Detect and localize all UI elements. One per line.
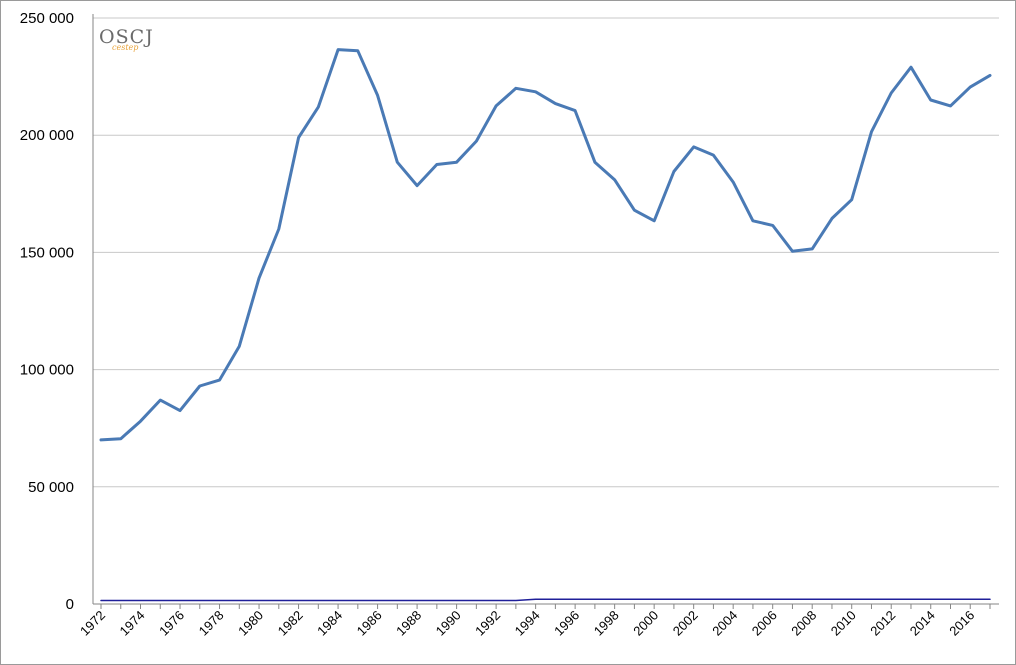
series-line-baseline (100, 598, 991, 602)
x-tick-label: 1996 (551, 608, 582, 639)
x-tick-label: 1992 (472, 608, 503, 639)
x-tick-label: 2014 (907, 608, 938, 639)
x-tick-label: 1980 (235, 608, 266, 639)
x-tick-label: 1974 (117, 608, 148, 639)
x-tick-label: 1994 (512, 608, 543, 639)
x-tick-label: 2008 (788, 608, 819, 639)
x-tick-label: 2004 (709, 608, 740, 639)
x-tick-label: 1998 (591, 608, 622, 639)
x-tick-label: 2012 (867, 608, 898, 639)
gridlines (93, 17, 999, 488)
x-tick-label: 2010 (828, 608, 859, 639)
x-tick-label: 1982 (275, 608, 306, 639)
x-tick-label: 1978 (196, 608, 227, 639)
oscj-logo: OSCJ cestep (99, 26, 154, 52)
logo-subtext: cestep (112, 43, 138, 52)
x-tick-label: 1988 (393, 608, 424, 639)
x-tick-label: 1984 (314, 608, 345, 639)
x-tick-label: 1990 (433, 608, 464, 639)
y-tick-label: 150 000 (20, 244, 74, 261)
x-tick-label: 2016 (946, 608, 977, 639)
x-tick-label: 1972 (77, 608, 108, 639)
x-tick-label: 2000 (630, 608, 661, 639)
x-tick-label: 2002 (670, 608, 701, 639)
logo-text: OSCJ (99, 26, 154, 48)
x-tick-label: 2006 (749, 608, 780, 639)
y-tick-label: 50 000 (28, 479, 74, 496)
y-tick-label: 0 (66, 596, 74, 613)
x-tick-label: 1976 (156, 608, 187, 639)
x-tick-label: 1986 (354, 608, 385, 639)
y-tick-labels: 0 50 000 100 000 150 000 200 000 250 000 (20, 10, 74, 613)
series-lines (99, 48, 992, 602)
y-tick-label: 200 000 (20, 127, 74, 144)
x-tick-labels: 1972 1974 1976 1978 1980 1982 1984 1986 1988 1990… (77, 608, 977, 639)
y-tick-label: 100 000 (20, 362, 74, 379)
axes (92, 14, 999, 609)
series-line-main (99, 48, 992, 442)
y-tick-label: 250 000 (20, 10, 74, 27)
